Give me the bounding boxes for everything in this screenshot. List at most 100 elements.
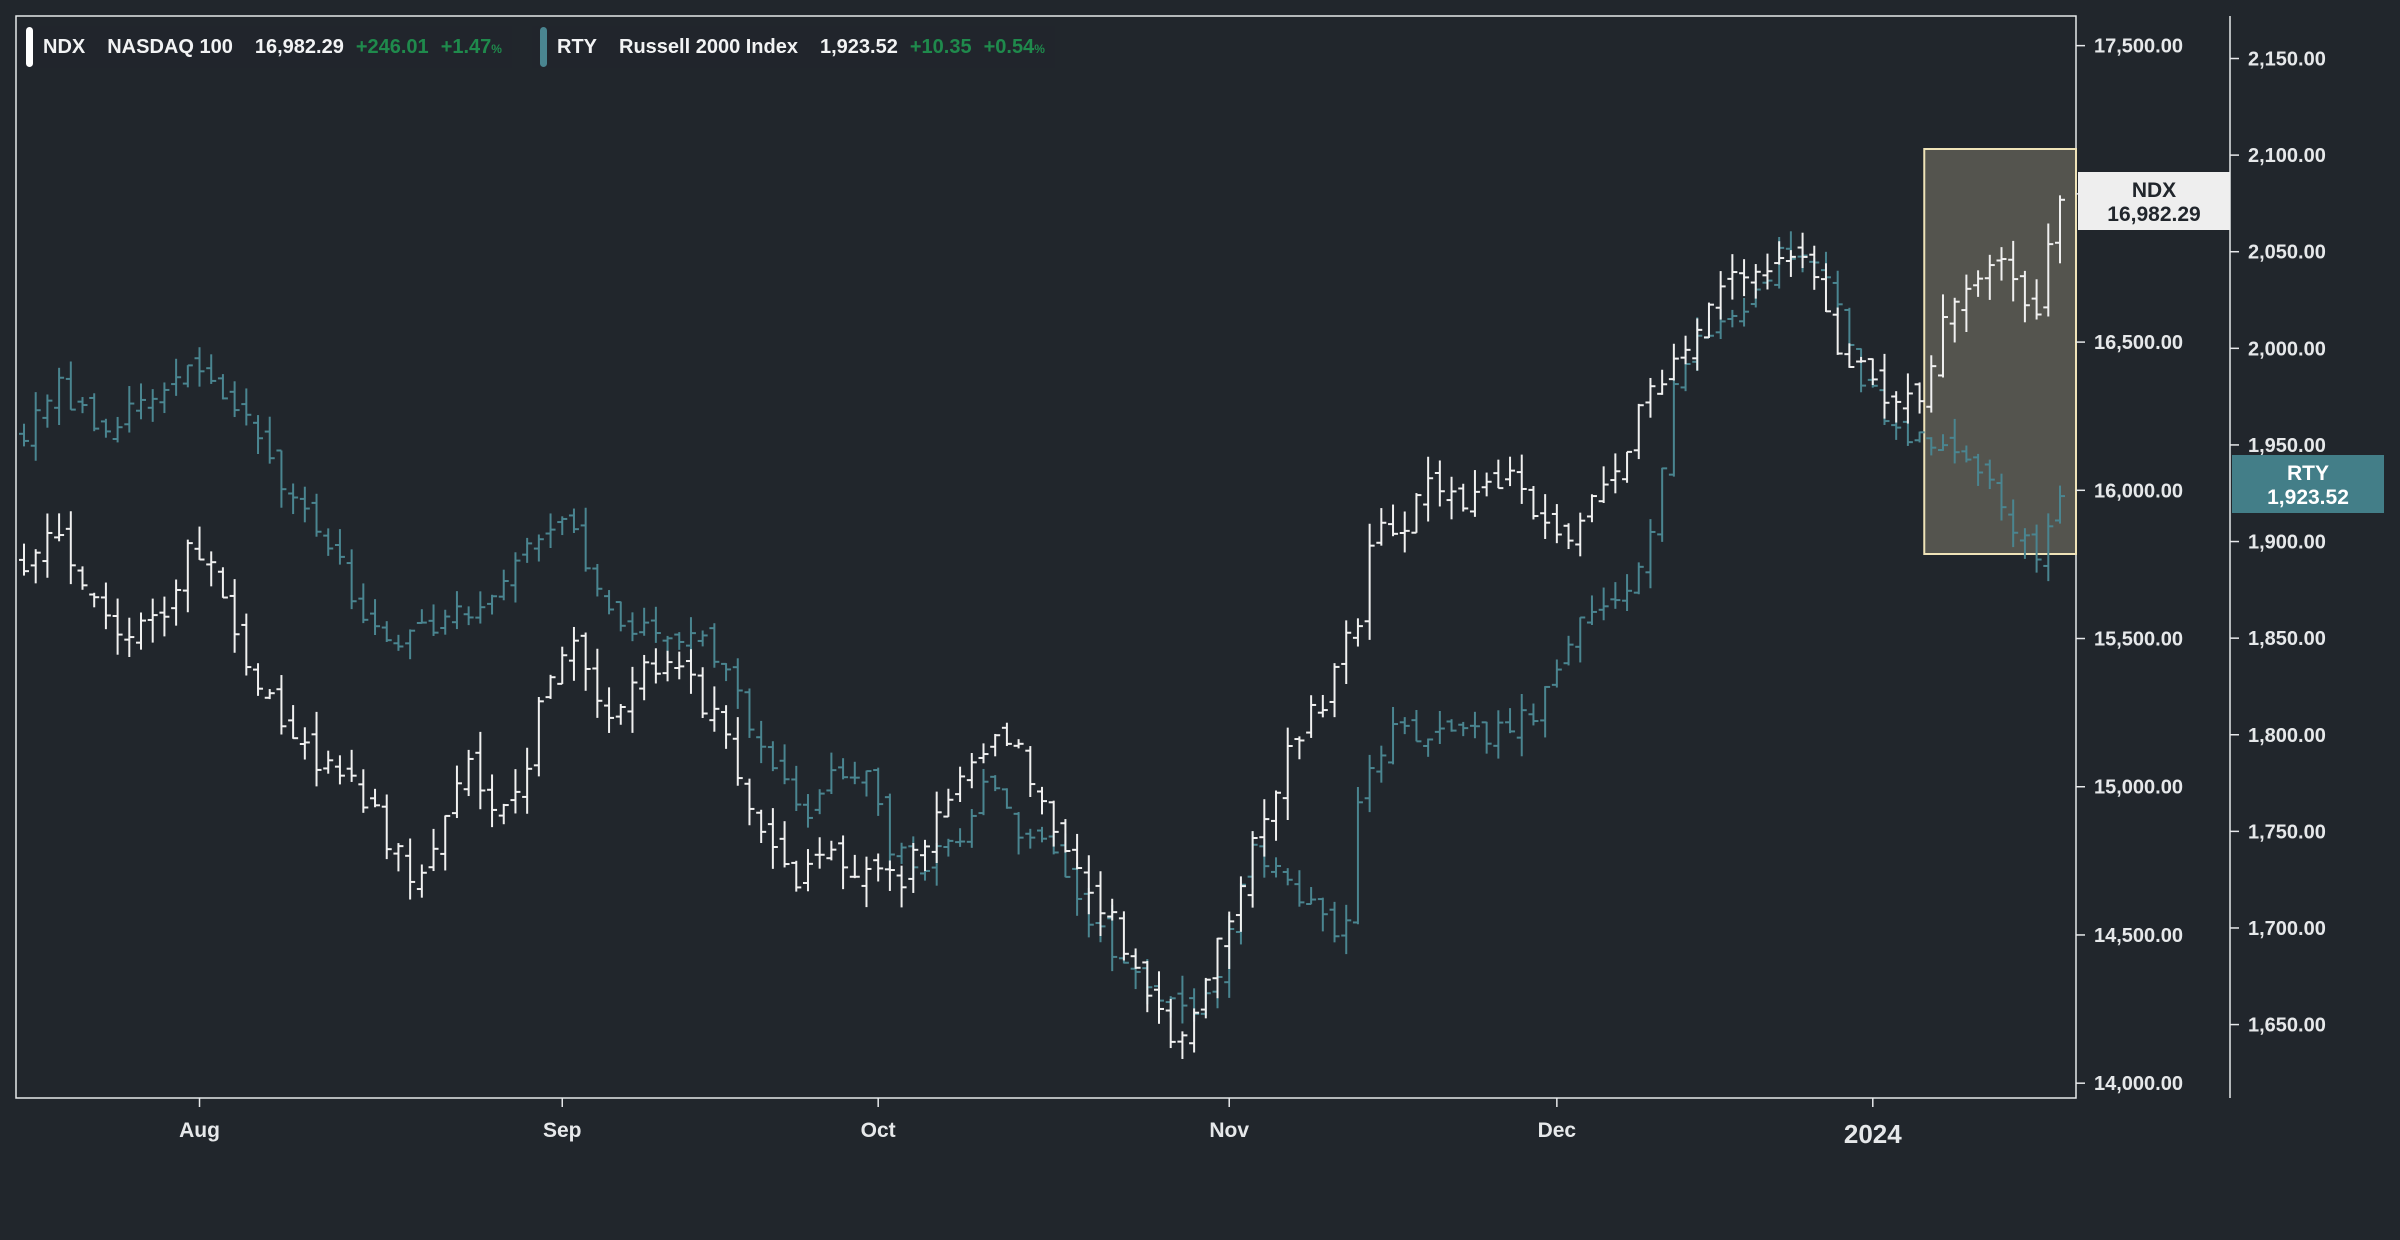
ndx-bar-141 [1668, 343, 1679, 381]
rty-bar-117 [1388, 706, 1399, 765]
rty-bar-140 [1657, 467, 1668, 542]
ndx-bar-34 [416, 864, 427, 898]
rty-bar-21 [264, 416, 275, 464]
ndx-bar-40 [487, 774, 498, 828]
selection-box[interactable] [1923, 148, 2078, 555]
legend-rty[interactable]: RTY Russell 2000 Index 1,923.52 +10.35 +… [532, 26, 1055, 68]
ndx-bar-80 [955, 766, 966, 803]
ndx-bar-137 [1622, 450, 1633, 483]
rty-bar-19 [241, 388, 252, 426]
ndx-bar-102 [1212, 937, 1223, 999]
ndx-bar-47 [568, 626, 579, 681]
ndx-bar-144 [1703, 302, 1714, 339]
ndx-bar-49 [592, 648, 603, 718]
left-axis-label: 17,500.00 [2094, 36, 2183, 58]
ndx-bar-110 [1306, 695, 1317, 738]
rty-bar-10 [136, 383, 147, 420]
ndx-bar-152 [1797, 232, 1808, 269]
ndx-bar-62 [744, 778, 755, 826]
ndx-bar-160 [1891, 391, 1902, 423]
ndx-bar-145 [1715, 271, 1726, 320]
ndx-bar-164 [1937, 294, 1948, 378]
legend-ndx[interactable]: NDX NASDAQ 100 16,982.29 +246.01 +1.47% [18, 26, 512, 68]
rty-bar-171 [2019, 528, 2030, 559]
ndx-bar-51 [615, 704, 626, 725]
rty-bar-47 [568, 508, 579, 534]
ndx-bar-36 [440, 814, 451, 871]
ndx-bar-76 [908, 842, 919, 893]
ndx-bar-30 [370, 788, 381, 808]
ndx-name: NASDAQ 100 [107, 35, 233, 58]
ndx-bar-12 [159, 596, 170, 637]
ndx-bar-124 [1469, 470, 1480, 517]
rty-bar-83 [990, 775, 1001, 792]
ndx-color-swatch [26, 27, 33, 67]
ndx-bar-13 [171, 579, 182, 626]
rty-bar-81 [966, 809, 977, 848]
rty-bar-44 [533, 534, 544, 562]
rty-bar-11 [147, 389, 158, 422]
ndx-bar-45 [545, 674, 556, 699]
ndx-bar-85 [1013, 739, 1024, 749]
ndx-bar-14 [182, 539, 193, 613]
rty-bar-22 [276, 449, 287, 508]
rty-bar-72 [861, 770, 872, 797]
rty-bar-20 [253, 415, 264, 455]
rty-bar-133 [1575, 616, 1586, 663]
ndx-bar-93 [1107, 898, 1118, 921]
ndx-bar-163 [1926, 355, 1937, 413]
ndx-bar-60 [721, 705, 732, 749]
ndx-bar-29 [358, 769, 369, 813]
ndx-bar-105 [1247, 831, 1258, 908]
ndx-bar-113 [1341, 620, 1352, 685]
ndx-bar-16 [206, 551, 217, 587]
highlight-range[interactable] [1923, 148, 2078, 555]
ndx-bar-19 [241, 613, 252, 676]
rty-bar-59 [709, 623, 720, 668]
ndx-bar-159 [1879, 353, 1890, 419]
ndx-bar-139 [1645, 377, 1656, 418]
rty-bar-167 [1973, 453, 1984, 486]
ndx-bar-104 [1235, 876, 1246, 932]
ndx-bar-125 [1481, 472, 1492, 497]
ndx-bar-155 [1832, 307, 1843, 355]
x-axis-label: Nov [1209, 1119, 1249, 1142]
ndx-bar-50 [604, 687, 615, 733]
rty-bar-137 [1622, 574, 1633, 612]
ndx-bar-75 [896, 865, 907, 908]
ndx-bar-56 [674, 651, 685, 680]
ndx-bar-123 [1458, 483, 1469, 512]
rty-bar-3 [54, 367, 65, 426]
rty-bar-15 [194, 347, 205, 387]
rty-bar-109 [1294, 870, 1305, 907]
rty-bar-110 [1306, 887, 1317, 906]
rty-bar-4 [65, 361, 76, 411]
rty-bar-32 [393, 634, 404, 651]
right-axis-label: 1,650.00 [2248, 1015, 2326, 1037]
ndx-bar-129 [1528, 486, 1539, 520]
rty-bar-12 [159, 382, 170, 414]
rty-bar-130 [1540, 685, 1551, 738]
ndx-bar-168 [1984, 254, 1995, 300]
ndx-bar-95 [1130, 948, 1141, 969]
rty-bar-37 [451, 591, 462, 630]
ndx-bar-114 [1352, 618, 1363, 647]
rty-bar-75 [896, 842, 907, 864]
ndx-bar-172 [2031, 279, 2042, 320]
ndx-bar-74 [884, 860, 895, 891]
rty-bar-24 [299, 486, 310, 523]
ndx-bar-20 [253, 663, 264, 696]
ndx-bar-118 [1399, 511, 1410, 553]
rty-symbol: RTY [557, 35, 597, 58]
ndx-bar-22 [276, 675, 287, 735]
ndx-bar-8 [112, 598, 123, 655]
ndx-bar-140 [1657, 369, 1668, 395]
rty-bar-9 [124, 386, 135, 433]
ndx-bar-64 [767, 808, 778, 869]
right-axis-label: 1,700.00 [2248, 918, 2326, 940]
ndx-bar-121 [1434, 460, 1445, 507]
rty-bar-82 [978, 768, 989, 816]
ndx-bar-154 [1820, 263, 1831, 313]
rty-bar-64 [767, 741, 778, 772]
